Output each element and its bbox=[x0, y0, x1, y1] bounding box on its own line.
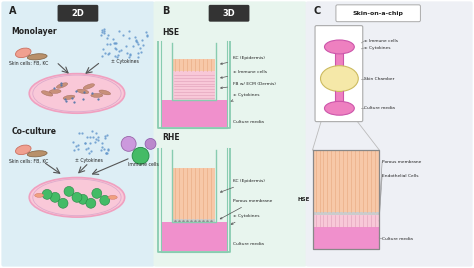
Ellipse shape bbox=[72, 192, 82, 202]
Bar bbox=[336, 91, 343, 106]
Ellipse shape bbox=[58, 198, 68, 208]
Ellipse shape bbox=[86, 198, 96, 208]
Text: ± Cytokines: ± Cytokines bbox=[231, 93, 260, 101]
FancyBboxPatch shape bbox=[306, 1, 473, 267]
Ellipse shape bbox=[325, 101, 354, 115]
Text: RHE: RHE bbox=[163, 133, 180, 143]
Text: Immune cells: Immune cells bbox=[128, 162, 159, 167]
Text: 3D: 3D bbox=[223, 9, 236, 18]
Text: Culture media: Culture media bbox=[233, 120, 264, 124]
Ellipse shape bbox=[121, 136, 136, 151]
Ellipse shape bbox=[29, 74, 125, 113]
FancyBboxPatch shape bbox=[1, 1, 155, 267]
Ellipse shape bbox=[91, 94, 103, 97]
Ellipse shape bbox=[56, 83, 68, 88]
Ellipse shape bbox=[99, 90, 110, 95]
Text: Monolayer: Monolayer bbox=[11, 27, 57, 36]
Ellipse shape bbox=[16, 145, 31, 155]
Ellipse shape bbox=[77, 89, 89, 94]
Text: Skin cells: FB, KC: Skin cells: FB, KC bbox=[9, 61, 48, 66]
Ellipse shape bbox=[92, 188, 102, 198]
Text: B: B bbox=[163, 6, 170, 16]
Ellipse shape bbox=[50, 192, 60, 202]
Ellipse shape bbox=[27, 151, 47, 157]
Ellipse shape bbox=[108, 195, 117, 199]
Text: Porous membrane: Porous membrane bbox=[220, 199, 273, 219]
Text: ± Immune cells: ± Immune cells bbox=[364, 39, 398, 43]
FancyBboxPatch shape bbox=[154, 1, 307, 267]
Ellipse shape bbox=[320, 66, 358, 91]
Ellipse shape bbox=[49, 90, 61, 94]
Text: Skin cells: FB, KC: Skin cells: FB, KC bbox=[9, 159, 48, 164]
Bar bbox=[336, 54, 343, 69]
Text: HSE: HSE bbox=[163, 28, 180, 36]
Ellipse shape bbox=[83, 84, 94, 89]
Ellipse shape bbox=[16, 48, 31, 58]
Text: Skin-on-a-chip: Skin-on-a-chip bbox=[353, 11, 403, 16]
Ellipse shape bbox=[35, 193, 44, 197]
Text: ± Cytokines: ± Cytokines bbox=[75, 158, 103, 163]
Ellipse shape bbox=[78, 194, 88, 204]
Text: KC (Epidermis): KC (Epidermis) bbox=[220, 180, 265, 192]
FancyBboxPatch shape bbox=[57, 5, 98, 22]
Ellipse shape bbox=[132, 147, 149, 164]
Text: Porous membrane: Porous membrane bbox=[382, 160, 421, 164]
Ellipse shape bbox=[100, 195, 110, 205]
Text: Culture media: Culture media bbox=[382, 237, 413, 241]
Bar bbox=[173, 71, 215, 100]
Ellipse shape bbox=[64, 187, 74, 196]
Text: Endothelial Cells: Endothelial Cells bbox=[382, 174, 419, 178]
Bar bbox=[312, 150, 379, 212]
Bar bbox=[312, 212, 379, 215]
Bar bbox=[173, 168, 215, 219]
Text: Culture media: Culture media bbox=[233, 242, 264, 246]
Ellipse shape bbox=[29, 177, 125, 217]
Text: C: C bbox=[313, 6, 321, 16]
Bar bbox=[162, 100, 227, 127]
Text: ± Cytokines: ± Cytokines bbox=[111, 59, 138, 64]
Text: ± Immune cells: ± Immune cells bbox=[220, 70, 267, 78]
FancyBboxPatch shape bbox=[209, 5, 249, 22]
Text: Culture media: Culture media bbox=[364, 106, 395, 110]
Ellipse shape bbox=[325, 40, 354, 54]
Bar bbox=[162, 222, 227, 251]
Text: HSE: HSE bbox=[297, 197, 310, 202]
FancyBboxPatch shape bbox=[315, 26, 363, 122]
Bar bbox=[173, 59, 215, 71]
Text: Co-culture: Co-culture bbox=[11, 126, 56, 136]
Text: FB w/ ECM (Dermis): FB w/ ECM (Dermis) bbox=[220, 81, 276, 89]
Ellipse shape bbox=[145, 139, 156, 149]
Bar bbox=[312, 227, 379, 249]
FancyBboxPatch shape bbox=[336, 5, 420, 22]
Text: 2D: 2D bbox=[72, 9, 84, 18]
Ellipse shape bbox=[27, 54, 47, 60]
Text: Skin Chamber: Skin Chamber bbox=[364, 77, 395, 81]
Text: ± Cytokines: ± Cytokines bbox=[364, 46, 391, 50]
Ellipse shape bbox=[63, 95, 75, 100]
Text: ± Cytokines: ± Cytokines bbox=[231, 214, 260, 224]
Ellipse shape bbox=[42, 189, 52, 199]
Bar bbox=[312, 215, 379, 227]
Text: A: A bbox=[9, 6, 17, 16]
Ellipse shape bbox=[41, 91, 53, 96]
Text: KC (Epidermis): KC (Epidermis) bbox=[220, 56, 265, 65]
Bar bbox=[173, 219, 215, 222]
